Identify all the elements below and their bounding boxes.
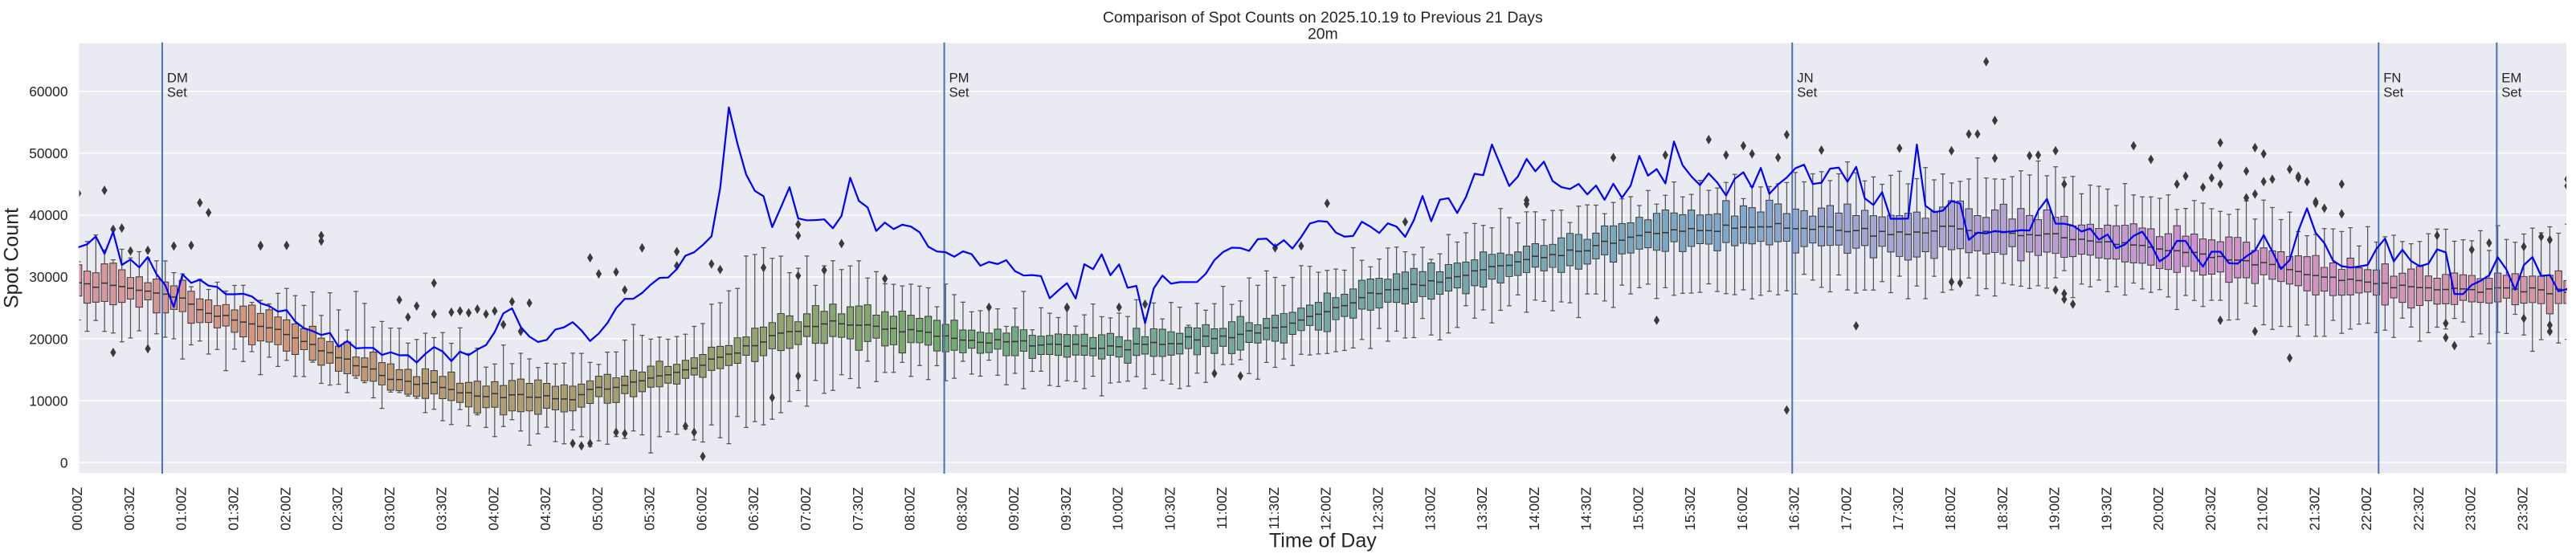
svg-text:23:30Z: 23:30Z <box>2515 487 2531 530</box>
svg-text:10000: 10000 <box>29 393 67 409</box>
svg-text:Time of Day: Time of Day <box>1269 530 1377 552</box>
svg-text:02:30Z: 02:30Z <box>329 487 345 530</box>
svg-text:00:30Z: 00:30Z <box>121 487 137 530</box>
svg-text:15:30Z: 15:30Z <box>1682 487 1698 530</box>
svg-text:Set: Set <box>2501 85 2521 100</box>
svg-text:20m: 20m <box>1308 26 1338 43</box>
svg-text:14:30Z: 14:30Z <box>1578 487 1594 530</box>
svg-text:19:30Z: 19:30Z <box>2098 487 2114 530</box>
svg-text:04:00Z: 04:00Z <box>485 487 501 530</box>
svg-text:22:00Z: 22:00Z <box>2358 487 2374 530</box>
svg-text:40000: 40000 <box>29 207 67 223</box>
svg-text:01:00Z: 01:00Z <box>174 487 190 530</box>
svg-text:Set: Set <box>949 85 969 100</box>
svg-text:22:30Z: 22:30Z <box>2411 487 2427 530</box>
svg-text:14:00Z: 14:00Z <box>1526 487 1542 530</box>
svg-text:Comparison of Spot Counts on 2: Comparison of Spot Counts on 2025.10.19 … <box>1103 9 1543 26</box>
svg-text:FN: FN <box>2383 71 2401 86</box>
svg-text:21:30Z: 21:30Z <box>2306 487 2322 530</box>
svg-text:EM: EM <box>2501 71 2521 86</box>
svg-text:18:00Z: 18:00Z <box>1942 487 1958 530</box>
svg-text:30000: 30000 <box>29 269 67 285</box>
svg-text:12:30Z: 12:30Z <box>1370 487 1386 530</box>
svg-text:50000: 50000 <box>29 145 67 161</box>
svg-text:09:30Z: 09:30Z <box>1058 487 1074 530</box>
svg-text:11:00Z: 11:00Z <box>1214 487 1230 529</box>
svg-text:16:00Z: 16:00Z <box>1734 487 1750 530</box>
svg-text:20:30Z: 20:30Z <box>2202 487 2219 530</box>
svg-text:09:00Z: 09:00Z <box>1006 487 1022 530</box>
svg-text:06:30Z: 06:30Z <box>745 487 761 530</box>
svg-text:17:30Z: 17:30Z <box>1890 487 1906 530</box>
svg-text:23:00Z: 23:00Z <box>2463 487 2479 530</box>
svg-text:13:30Z: 13:30Z <box>1474 487 1490 530</box>
svg-text:08:30Z: 08:30Z <box>953 487 970 530</box>
svg-text:06:00Z: 06:00Z <box>693 487 709 530</box>
svg-text:15:00Z: 15:00Z <box>1630 487 1646 530</box>
svg-text:20:00Z: 20:00Z <box>2150 487 2166 530</box>
svg-text:16:30Z: 16:30Z <box>1786 487 1802 530</box>
svg-text:10:30Z: 10:30Z <box>1161 487 1178 530</box>
svg-text:18:30Z: 18:30Z <box>1994 487 2011 530</box>
svg-text:10:00Z: 10:00Z <box>1110 487 1126 530</box>
svg-text:03:30Z: 03:30Z <box>434 487 450 530</box>
svg-text:00:00Z: 00:00Z <box>69 487 85 530</box>
svg-text:DM: DM <box>167 71 188 86</box>
svg-text:0: 0 <box>60 454 68 470</box>
svg-text:02:00Z: 02:00Z <box>277 487 293 530</box>
svg-text:Set: Set <box>1797 85 1817 100</box>
svg-text:12:00Z: 12:00Z <box>1318 487 1334 530</box>
svg-text:19:00Z: 19:00Z <box>2047 487 2063 530</box>
svg-text:04:30Z: 04:30Z <box>537 487 553 530</box>
svg-text:60000: 60000 <box>29 83 67 100</box>
svg-text:03:00Z: 03:00Z <box>382 487 398 530</box>
svg-text:05:30Z: 05:30Z <box>642 487 658 530</box>
svg-text:01:30Z: 01:30Z <box>226 487 242 530</box>
svg-text:Set: Set <box>2383 85 2403 100</box>
svg-text:PM: PM <box>949 71 969 86</box>
svg-text:17:00Z: 17:00Z <box>1838 487 1854 530</box>
svg-text:11:30Z: 11:30Z <box>1266 487 1282 529</box>
svg-text:Set: Set <box>167 85 187 100</box>
svg-text:Spot Count: Spot Count <box>1 208 23 308</box>
svg-text:13:00Z: 13:00Z <box>1422 487 1438 530</box>
svg-text:08:00Z: 08:00Z <box>902 487 918 530</box>
svg-text:07:30Z: 07:30Z <box>850 487 866 530</box>
svg-text:07:00Z: 07:00Z <box>798 487 814 530</box>
svg-text:JN: JN <box>1797 71 1813 86</box>
svg-text:05:00Z: 05:00Z <box>590 487 606 530</box>
svg-text:21:00Z: 21:00Z <box>2255 487 2271 530</box>
svg-text:20000: 20000 <box>29 331 67 347</box>
